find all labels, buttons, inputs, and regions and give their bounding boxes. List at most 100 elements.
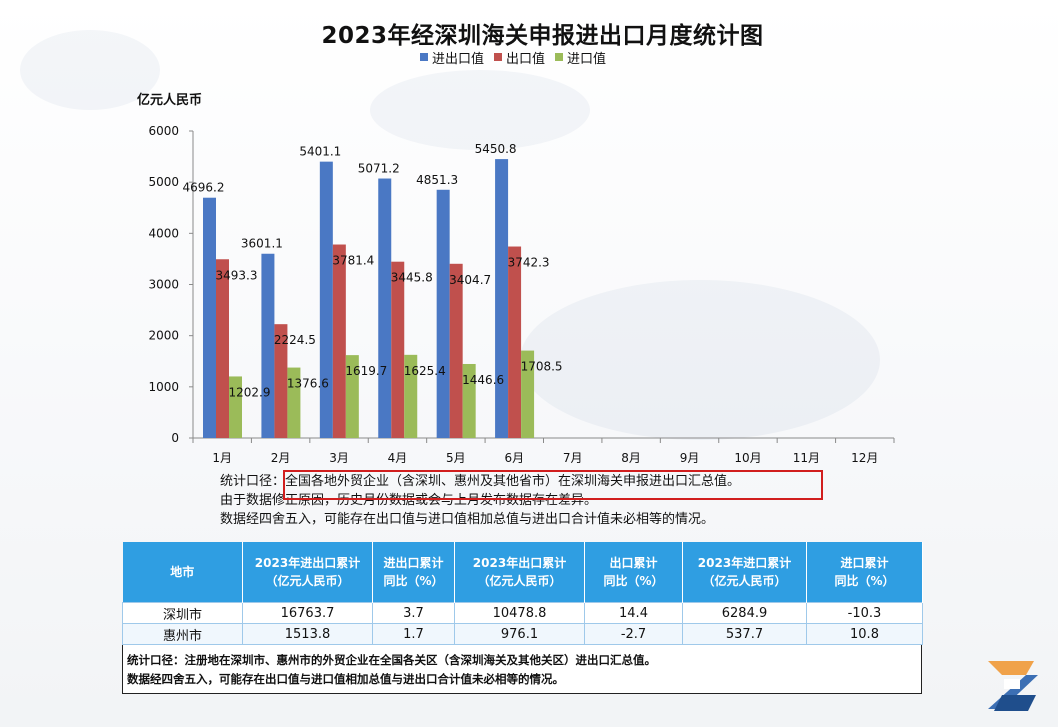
y-tick-label: 3000 xyxy=(148,278,179,292)
data-label: 3493.3 xyxy=(216,268,258,282)
legend-swatch-import xyxy=(555,53,564,61)
chart-notes: 统计口径：全国各地外贸企业（含深圳、惠州及其他省市）在深圳海关申报进出口汇总值。… xyxy=(220,472,740,529)
bar-import xyxy=(404,354,418,438)
table-cell: 6284.9 xyxy=(682,602,807,624)
table-note-line-1: 统计口径：注册地在深圳市、惠州市的外贸企业在全国各关区（含深圳海关及其他关区）进… xyxy=(127,653,656,667)
bar-export xyxy=(332,244,346,438)
x-tick-label: 11月 xyxy=(793,451,820,465)
bar-export xyxy=(391,261,405,438)
data-label: 4851.3 xyxy=(416,173,458,187)
bar-chart: 亿元人民币 0 1000 2000 3000 4000 5000 6000 1月 2月 3月 4月 5月… xyxy=(137,92,895,465)
table-header-cell-import-yoy: 进口累计同比（%） xyxy=(806,542,923,603)
note-line-3: 数据经四舍五入，可能存在出口值与进口值相加总值与进出口合计值未必相等的情况。 xyxy=(220,512,715,527)
data-label: 1376.6 xyxy=(287,377,329,391)
legend-item-import: 进口值 xyxy=(555,48,606,67)
x-tick-label: 12月 xyxy=(851,451,878,465)
z-logo-icon xyxy=(988,661,1038,711)
table-cell: -2.7 xyxy=(584,623,683,645)
bar-export xyxy=(508,246,522,438)
note-highlight-box xyxy=(283,470,823,500)
y-tick-label: 5000 xyxy=(148,175,179,189)
table-cell: 10478.8 xyxy=(454,602,585,624)
header-total-line2: （亿元人民币） xyxy=(265,574,350,588)
legend-label-total: 进出口值 xyxy=(432,51,485,67)
y-tick-label: 6000 xyxy=(148,124,179,138)
table-header-cell-export-yoy: 出口累计同比（%） xyxy=(584,542,683,603)
table-cell: 3.7 xyxy=(372,602,455,624)
data-label: 3781.4 xyxy=(332,254,374,268)
bar-import xyxy=(345,355,359,438)
header-export-yoy-line2: 同比（%） xyxy=(603,574,664,588)
y-tick-label: 4000 xyxy=(148,226,179,240)
bar-total xyxy=(378,178,392,438)
x-tick-label: 10月 xyxy=(734,451,761,465)
x-tick-label: 3月 xyxy=(329,451,349,465)
table-row: 深圳市 16763.7 3.7 10478.8 14.4 6284.9 -10.… xyxy=(122,602,923,624)
legend-label-import: 进口值 xyxy=(567,51,607,67)
legend-item-export: 出口值 xyxy=(494,48,545,67)
note-line-1: 统计口径：全国各地外贸企业（含深圳、惠州及其他省市）在深圳海关申报进出口汇总值。 xyxy=(220,472,740,491)
header-import-line1: 2023年进口累计 xyxy=(697,556,792,570)
data-label: 3445.8 xyxy=(391,271,433,285)
table-cell: 惠州市 xyxy=(122,623,243,645)
header-total-yoy-line1: 进出口累计 xyxy=(383,556,444,570)
note-line-1-prefix: 统计口径： xyxy=(220,474,286,489)
bar-import xyxy=(287,367,301,438)
x-tick-label: 2月 xyxy=(271,451,291,465)
chart-legend: 进出口值 出口值 进口值 xyxy=(420,48,606,67)
page-title: 2023年经深圳海关申报进出口月度统计图 xyxy=(321,23,764,49)
legend-swatch-export xyxy=(494,53,503,61)
legend-label-export: 出口值 xyxy=(506,51,546,67)
bar-import xyxy=(521,350,535,438)
bar-total xyxy=(436,189,450,438)
table-notes: 统计口径：注册地在深圳市、惠州市的外贸企业在全国各关区（含深圳海关及其他关区）进… xyxy=(122,645,922,694)
table-row: 惠州市 1513.8 1.7 976.1 -2.7 537.7 10.8 xyxy=(122,623,923,645)
data-label: 3404.7 xyxy=(449,273,491,287)
x-tick-label: 5月 xyxy=(446,451,466,465)
header-city-label: 地市 xyxy=(170,565,195,579)
y-tick-label: 1000 xyxy=(148,380,179,394)
header-export-yoy-line1: 出口累计 xyxy=(609,556,658,570)
data-label: 2224.5 xyxy=(274,333,316,347)
legend-swatch-total xyxy=(420,53,428,61)
table-header-cell-export: 2023年出口累计 （亿元人民币） xyxy=(454,542,585,603)
data-label: 5450.8 xyxy=(475,142,517,156)
bar-total xyxy=(495,159,509,438)
data-label: 1625.4 xyxy=(404,364,446,378)
data-label: 5401.1 xyxy=(299,145,341,159)
bar-import xyxy=(462,363,476,438)
data-label: 1202.9 xyxy=(229,385,271,399)
data-label: 3601.1 xyxy=(241,237,283,251)
table-cell: 14.4 xyxy=(584,602,683,624)
bar-import xyxy=(229,376,242,438)
bar-total xyxy=(203,197,216,438)
x-tick-label: 8月 xyxy=(621,451,641,465)
header-total-line1: 2023年进出口累计 xyxy=(254,556,361,570)
bar-export xyxy=(216,259,229,438)
table-header-cell-total: 2023年进出口累计 （亿元人民币） xyxy=(242,542,373,603)
table-header-cell-total-yoy: 进出口累计同比（%） xyxy=(372,542,455,603)
y-tick-label: 0 xyxy=(171,431,179,445)
header-total-yoy-line2: 同比（%） xyxy=(383,574,444,588)
data-label: 1619.7 xyxy=(345,364,387,378)
table-header-row: 地市 2023年进出口累计 （亿元人民币） 进出口累计同比（%） 2023年出口累… xyxy=(122,542,923,603)
note-line-1-highlight: 全国各地外贸企业（含深圳、惠州及其他省市）在深圳海关申报进出口汇总值。 xyxy=(285,474,741,489)
header-import-yoy-line1: 进口累计 xyxy=(840,556,889,570)
x-tick-label: 6月 xyxy=(504,451,524,465)
bar-total xyxy=(261,253,275,438)
table-cell: 16763.7 xyxy=(242,602,373,624)
header-import-yoy-line2: 同比（%） xyxy=(834,574,895,588)
table-cell: 1513.8 xyxy=(242,623,373,645)
bar-export xyxy=(274,324,288,438)
header-import-line2: （亿元人民币） xyxy=(702,574,787,588)
table-cell: 537.7 xyxy=(682,623,807,645)
x-tick-label: 4月 xyxy=(388,451,408,465)
data-label: 4696.2 xyxy=(183,181,225,195)
y-tick-label: 2000 xyxy=(148,329,179,343)
data-label: 1446.6 xyxy=(462,373,504,387)
header-export-line2: （亿元人民币） xyxy=(477,574,562,588)
city-summary-table-wrap: 地市 2023年进出口累计 （亿元人民币） 进出口累计同比（%） 2023年出口累… xyxy=(122,542,923,694)
legend-item-total: 进出口值 xyxy=(420,48,484,67)
x-tick-label: 1月 xyxy=(212,451,232,465)
table-cell: 1.7 xyxy=(372,623,455,645)
